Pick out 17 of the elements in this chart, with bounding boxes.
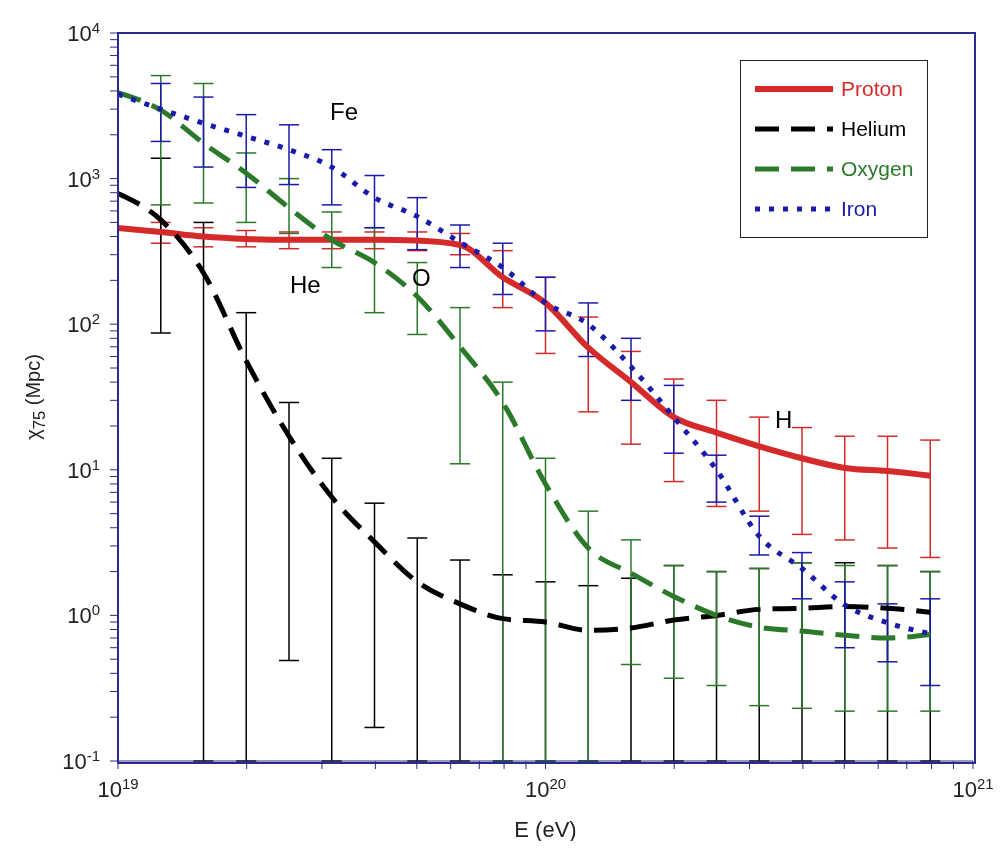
annotation: Fe [330,98,359,126]
y-tick-label: 10$^{-1}$ [62,746,100,774]
annotation: H [775,406,793,434]
y-tick-label: 10$^{0}$ [67,600,100,629]
x-tick-label: 10$^{20}$ [524,774,567,802]
y-tick-label: 10$^{2}$ [67,309,100,338]
legend-label: Iron [841,197,878,221]
y-tick-label: 10$^{3}$ [67,164,100,192]
y-tick-label: 10$^{4}$ [67,18,100,46]
x-tick-label: 10$^{21}$ [952,774,994,802]
legend-label: Helium [841,117,907,141]
x-tick-label: 10$^{19}$ [97,774,139,802]
x-axis-title: E (eV) [514,817,577,842]
annotation: He [290,271,321,299]
legend-label: Proton [841,77,903,101]
legend-label: Oxygen [841,157,914,181]
y-tick-label: 10$^{1}$ [67,455,100,483]
